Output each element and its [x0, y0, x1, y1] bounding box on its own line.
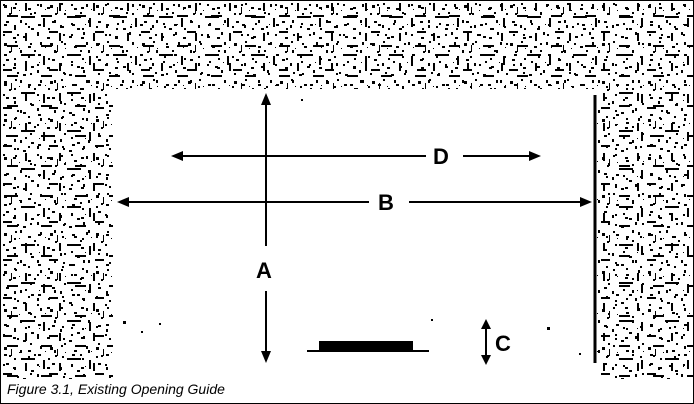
dimension-a-arrow	[261, 93, 271, 363]
sill-block	[307, 341, 429, 352]
wall-texture	[1, 1, 693, 379]
dimension-b-arrow	[117, 197, 592, 207]
label-d: D	[433, 144, 449, 169]
label-c: C	[495, 331, 511, 356]
figure-caption: Figure 3.1, Existing Opening Guide	[7, 381, 225, 397]
label-a: A	[256, 258, 272, 283]
dimension-c-arrow	[481, 319, 491, 365]
label-b: B	[378, 190, 394, 215]
dimension-d-arrow	[171, 151, 541, 161]
